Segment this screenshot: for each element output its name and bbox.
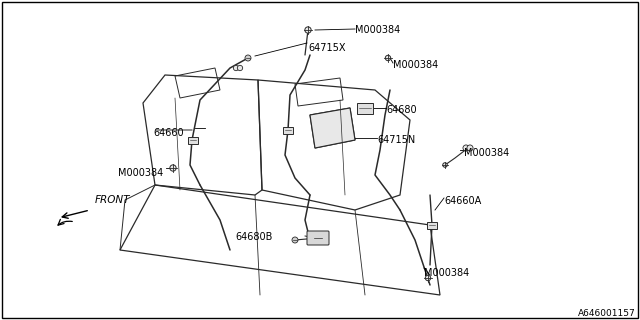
Circle shape — [463, 145, 469, 151]
Text: M000384: M000384 — [393, 60, 438, 70]
Circle shape — [234, 65, 239, 71]
Circle shape — [426, 275, 431, 281]
Text: 64715X: 64715X — [308, 43, 346, 53]
Bar — [357, 102, 373, 114]
Circle shape — [245, 55, 251, 61]
Bar — [188, 137, 198, 143]
Circle shape — [292, 237, 298, 243]
FancyBboxPatch shape — [307, 231, 329, 245]
Circle shape — [305, 27, 311, 33]
Text: 64660A: 64660A — [444, 196, 481, 206]
Text: 64715N: 64715N — [377, 135, 415, 145]
Text: M000384: M000384 — [464, 148, 509, 158]
Text: 64680B: 64680B — [235, 232, 273, 242]
Text: FRONT: FRONT — [95, 195, 131, 205]
Text: 64660: 64660 — [153, 128, 184, 138]
Circle shape — [443, 163, 447, 167]
Text: M000384: M000384 — [424, 268, 469, 278]
Text: A646001157: A646001157 — [579, 309, 636, 318]
Circle shape — [467, 145, 473, 151]
Circle shape — [170, 165, 176, 171]
Bar — [283, 126, 293, 133]
Text: M000384: M000384 — [355, 25, 400, 35]
Circle shape — [237, 65, 243, 71]
Text: 64680: 64680 — [386, 105, 417, 115]
Text: M000384: M000384 — [118, 168, 163, 178]
Circle shape — [385, 55, 390, 61]
Polygon shape — [310, 108, 355, 148]
Bar — [427, 221, 437, 228]
